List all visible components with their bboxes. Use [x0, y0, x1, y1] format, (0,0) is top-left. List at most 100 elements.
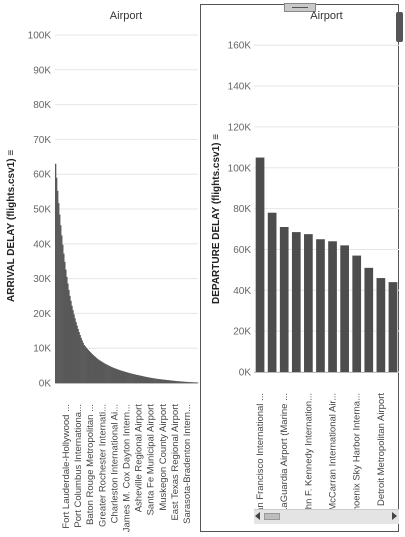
- left-bar: [90, 353, 93, 383]
- left-bar: [84, 346, 86, 383]
- right-y-tick-label: 60K: [233, 245, 251, 256]
- left-bar: [189, 382, 192, 383]
- left-bar: [128, 372, 130, 383]
- scroll-left-icon[interactable]: [255, 512, 260, 520]
- left-bar: [86, 348, 88, 383]
- left-bar: [98, 360, 101, 383]
- left-x-tick-label: East Texas Regional Airport: [170, 404, 181, 521]
- left-bar: [140, 375, 143, 383]
- left-bar: [126, 372, 128, 383]
- left-bar: [110, 366, 112, 383]
- left-bar: [92, 355, 95, 383]
- left-bar: [56, 177, 58, 383]
- left-bar: [79, 334, 81, 383]
- right-x-tick-label: San Francisco International ...: [255, 393, 266, 519]
- right-bar: [279, 226, 289, 372]
- left-bar: [67, 283, 69, 383]
- right-bar: [376, 278, 386, 372]
- left-bar: [63, 253, 65, 383]
- horizontal-scrollbar-thumb[interactable]: [264, 513, 280, 520]
- left-bar: [178, 381, 180, 383]
- left-bar: [168, 380, 170, 383]
- left-y-tick-label: 50K: [33, 205, 51, 216]
- left-bar: [60, 225, 62, 383]
- right-x-tick-label: John F. Kennedy Internation...: [303, 393, 314, 519]
- left-bar: [57, 190, 59, 383]
- left-chart: 0K 10K 20K 30K 40K 50K 60K 70K 80K 90K 100K Fort La…: [28, 31, 199, 532]
- left-bar: [94, 357, 97, 383]
- left-bar: [188, 382, 191, 383]
- left-bar: [106, 364, 108, 383]
- left-bar: [95, 357, 98, 383]
- left-bar: [72, 310, 74, 383]
- right-chart-title: Airport: [310, 10, 343, 22]
- vertical-scrollbar[interactable]: [396, 12, 403, 42]
- left-y-tick-label: 20K: [33, 309, 51, 320]
- right-bar: [316, 239, 325, 372]
- right-y-tick-label: 120K: [228, 122, 252, 133]
- right-y-tick-label: 80K: [233, 204, 251, 215]
- right-y-tick-label: 40K: [233, 286, 251, 297]
- left-bar: [179, 381, 181, 383]
- left-bar: [124, 371, 126, 383]
- right-y-tick-label: 0K: [239, 368, 252, 379]
- horizontal-scrollbar[interactable]: [254, 509, 399, 524]
- left-bar: [192, 382, 195, 383]
- left-bar: [131, 373, 133, 383]
- left-bar: [111, 367, 113, 383]
- left-bar: [97, 359, 100, 383]
- left-bar: [78, 332, 80, 383]
- left-bar: [115, 368, 117, 383]
- left-bar: [138, 375, 141, 383]
- left-bar: [194, 382, 197, 383]
- left-bar: [114, 368, 116, 383]
- left-bar: [101, 362, 104, 383]
- left-y-tick-label: 80K: [33, 100, 51, 111]
- left-bar: [166, 379, 168, 383]
- left-bar: [174, 380, 176, 383]
- left-bar: [148, 377, 151, 383]
- left-x-tick-label: Port Columbus Internationa...: [73, 404, 84, 528]
- left-bar: [91, 354, 94, 383]
- right-bar: [388, 282, 398, 372]
- left-bar: [82, 342, 84, 383]
- left-bar: [144, 376, 147, 383]
- left-bar: [185, 381, 188, 383]
- left-bar: [55, 163, 57, 383]
- left-bar: [69, 295, 71, 383]
- left-bar: [186, 381, 189, 383]
- left-bar: [83, 344, 85, 383]
- left-bar: [177, 381, 179, 383]
- left-bar: [71, 305, 73, 383]
- left-bar: [132, 374, 134, 383]
- left-bar: [169, 380, 171, 383]
- left-bar: [120, 370, 122, 383]
- left-bar: [119, 370, 121, 383]
- left-bar: [163, 379, 165, 383]
- left-bar: [62, 244, 64, 383]
- left-bar: [152, 378, 154, 383]
- right-bar: [364, 267, 374, 372]
- left-bar: [130, 373, 132, 383]
- left-bar: [76, 325, 78, 383]
- right-bar: [352, 255, 362, 372]
- left-x-tick-label: Sarasota-Bradenton Intern...: [182, 404, 193, 524]
- right-bar: [304, 234, 313, 372]
- left-bar: [160, 379, 162, 383]
- left-bar: [154, 378, 156, 383]
- left-bar: [147, 377, 150, 383]
- scroll-right-icon[interactable]: [392, 512, 397, 520]
- left-bar: [187, 382, 190, 383]
- left-bar: [129, 373, 131, 383]
- left-bar: [113, 367, 115, 383]
- drag-handle-icon[interactable]: [284, 3, 316, 12]
- left-bar: [176, 381, 178, 383]
- left-y-tick-label: 40K: [33, 239, 51, 250]
- left-bar: [104, 363, 106, 383]
- left-bar: [133, 374, 135, 383]
- left-y-tick-label: 70K: [33, 135, 51, 146]
- left-bar: [116, 369, 118, 383]
- left-bar: [196, 382, 199, 383]
- right-bar: [255, 157, 265, 372]
- left-bar: [134, 374, 136, 383]
